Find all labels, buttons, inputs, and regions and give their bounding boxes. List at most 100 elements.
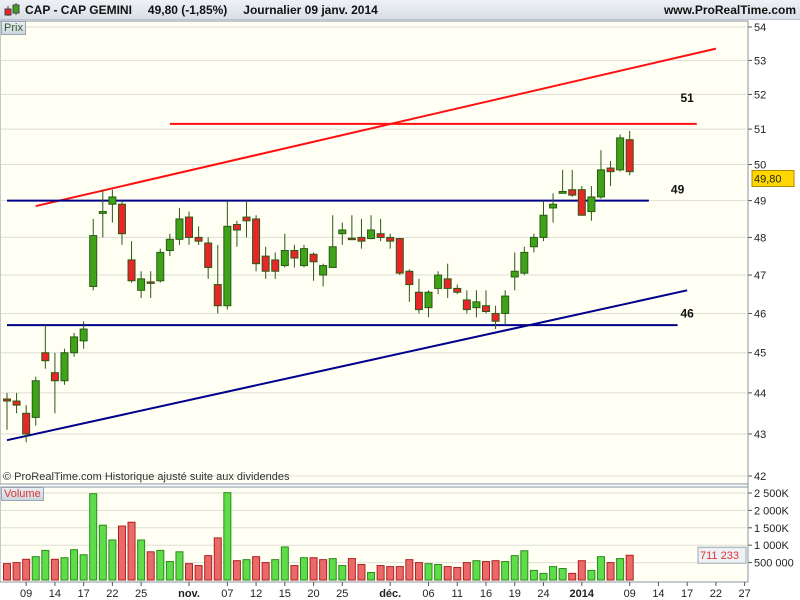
volume-bar bbox=[606, 562, 615, 581]
candle-body bbox=[70, 336, 79, 354]
date-tick-label: 12 bbox=[250, 588, 262, 600]
candle-body bbox=[41, 352, 50, 362]
volume-bar bbox=[22, 558, 31, 581]
volume-bar bbox=[328, 558, 337, 581]
date-tick-label: 25 bbox=[336, 588, 348, 600]
candle bbox=[41, 325, 50, 369]
date-tick-label: 16 bbox=[480, 588, 492, 600]
volume-bar bbox=[261, 562, 270, 581]
date-tick-label: 19 bbox=[509, 588, 521, 600]
candle bbox=[596, 150, 605, 199]
volume-bar bbox=[252, 556, 261, 581]
candle bbox=[280, 233, 289, 268]
volume-bar bbox=[12, 562, 21, 581]
candle bbox=[453, 284, 462, 295]
price-tick-label: 51 bbox=[754, 124, 766, 136]
candle-body bbox=[491, 312, 500, 322]
volume-bar bbox=[79, 554, 88, 581]
price-panel bbox=[0, 20, 749, 485]
candle-body bbox=[568, 189, 577, 196]
level-annotation: 49 bbox=[671, 183, 685, 197]
candle bbox=[252, 215, 261, 272]
volume-bar bbox=[568, 572, 577, 581]
volume-bar bbox=[165, 561, 174, 581]
candle bbox=[319, 263, 328, 287]
volume-bar bbox=[577, 560, 586, 581]
candle bbox=[328, 215, 337, 268]
volume-bar bbox=[319, 559, 328, 581]
candle bbox=[223, 200, 232, 310]
volume-bar bbox=[156, 549, 165, 581]
last-price-change: 49,80 (-1,85%) bbox=[147, 2, 228, 17]
candle bbox=[482, 290, 490, 314]
period-date: Journalier 09 janv. 2014 bbox=[243, 2, 378, 17]
candle bbox=[98, 189, 107, 238]
volume-bar bbox=[587, 569, 596, 581]
candle-body bbox=[558, 191, 567, 194]
site-link[interactable]: www.ProRealTime.com bbox=[663, 2, 796, 17]
candle-body bbox=[510, 270, 519, 278]
price-tick-label: 46 bbox=[754, 308, 766, 320]
volume-bar bbox=[395, 566, 404, 581]
volume-bar bbox=[50, 558, 59, 581]
footnote: © ProRealTime.com Historique ajusté suit… bbox=[3, 471, 290, 483]
candle bbox=[271, 252, 280, 279]
volume-bar bbox=[386, 566, 395, 581]
candle bbox=[625, 130, 634, 176]
candle-body bbox=[414, 291, 423, 311]
candle bbox=[520, 246, 529, 276]
candle bbox=[146, 271, 155, 299]
date-tick-label: nov. bbox=[178, 588, 200, 600]
volume-bar bbox=[357, 564, 366, 581]
candle bbox=[424, 290, 433, 318]
candle bbox=[434, 271, 443, 295]
date-tick-label: 20 bbox=[307, 588, 319, 600]
volume-bar bbox=[213, 537, 222, 581]
volume-bar bbox=[462, 562, 471, 581]
instrument-title: CAP - CAP GEMINI bbox=[25, 2, 132, 17]
date-tick-label: 17 bbox=[78, 588, 90, 600]
candle-body bbox=[606, 167, 615, 173]
candle bbox=[443, 263, 452, 299]
volume-bar bbox=[482, 561, 490, 581]
candle-body bbox=[12, 400, 21, 406]
candle bbox=[175, 207, 184, 245]
volume-bar bbox=[108, 539, 117, 581]
candle-body bbox=[616, 137, 625, 171]
volume-bar bbox=[185, 563, 194, 581]
candle bbox=[204, 237, 213, 279]
date-tick-label: 25 bbox=[135, 588, 147, 600]
volume-bar bbox=[204, 555, 213, 581]
candle-body bbox=[290, 250, 299, 259]
volume-panel-label[interactable]: Volume bbox=[1, 487, 44, 501]
candle-body bbox=[242, 216, 251, 222]
candle-body bbox=[357, 236, 366, 242]
price-tick-label: 47 bbox=[754, 270, 766, 282]
candle bbox=[395, 238, 404, 276]
candle bbox=[3, 392, 11, 430]
candle-body bbox=[462, 299, 471, 311]
candle bbox=[367, 215, 376, 240]
price-panel-label[interactable]: Prix bbox=[1, 21, 26, 35]
level-annotation: 46 bbox=[681, 306, 695, 320]
date-tick-label: 14 bbox=[652, 588, 664, 600]
candle-body bbox=[89, 235, 98, 287]
candle-body bbox=[405, 270, 414, 286]
candle-body bbox=[482, 305, 490, 313]
candle-body bbox=[194, 236, 203, 242]
candle-body bbox=[367, 229, 376, 240]
date-tick-label: déc. bbox=[379, 588, 401, 600]
volume-bar bbox=[539, 572, 548, 581]
volume-bar bbox=[616, 558, 625, 581]
candle bbox=[405, 269, 414, 302]
volume-tick-label: 2 500K bbox=[754, 488, 790, 500]
price-tick-label: 49 bbox=[754, 196, 766, 208]
candle-body bbox=[539, 214, 548, 238]
candle-body bbox=[165, 238, 174, 252]
last-volume-badge bbox=[697, 546, 747, 564]
volume-bar bbox=[338, 565, 347, 581]
candle-body bbox=[3, 398, 11, 402]
date-tick-label: 07 bbox=[221, 588, 233, 600]
candle bbox=[290, 244, 299, 268]
candle-body bbox=[127, 259, 136, 282]
